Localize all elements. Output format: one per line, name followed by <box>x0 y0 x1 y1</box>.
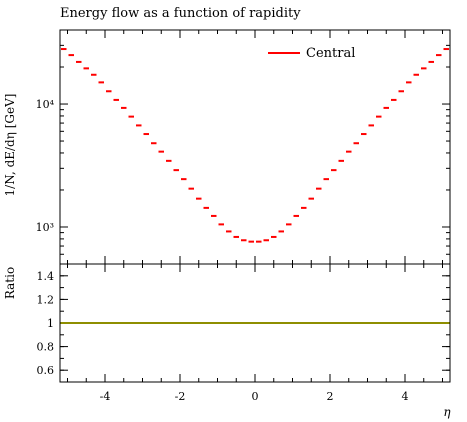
main-y-axis-label: 1/N, dE/dη [GeV] <box>3 94 17 197</box>
main-plot-frame <box>59 29 451 265</box>
main-y-tick-label: 10³ <box>36 221 54 234</box>
chart-title: Energy flow as a function of rapidity <box>60 6 301 21</box>
x-tick-label: 4 <box>402 390 409 403</box>
ratio-y-axis-label: Ratio <box>3 267 17 299</box>
main-x-ticks <box>67 30 443 264</box>
x-tick-label: -2 <box>175 390 186 403</box>
ratio-series <box>60 322 450 324</box>
ratio-y-tick-label: 0.8 <box>37 341 55 354</box>
legend-label-central: Central <box>306 46 355 61</box>
x-tick-label: -4 <box>100 390 111 403</box>
x-tick-label: 0 <box>252 390 259 403</box>
ratio-y-tick-label: 1.4 <box>37 270 55 283</box>
main-y-ticks: 10³ 10⁴ <box>36 29 450 265</box>
ratio-x-ticks: -4 -2 0 2 4 <box>67 264 443 403</box>
ratio-y-tick-label: 1.2 <box>37 293 55 306</box>
ratio-y-tick-label: 0.6 <box>37 364 55 377</box>
ratio-y-tick-label: 1 <box>47 317 54 330</box>
legend: Central <box>268 46 355 61</box>
main-y-tick-label: 10⁴ <box>36 98 55 111</box>
central-series <box>61 48 449 243</box>
x-tick-label: 2 <box>327 390 334 403</box>
ratio-plot-frame <box>59 263 451 383</box>
main-panel: 1/N, dE/dη [GeV] 10³ 10⁴ Central <box>3 29 451 265</box>
x-axis-label: η <box>443 405 451 419</box>
ratio-panel: Ratio 0.6 0.8 1 1.2 1.4 -4 -2 0 2 4 η <box>3 263 451 419</box>
